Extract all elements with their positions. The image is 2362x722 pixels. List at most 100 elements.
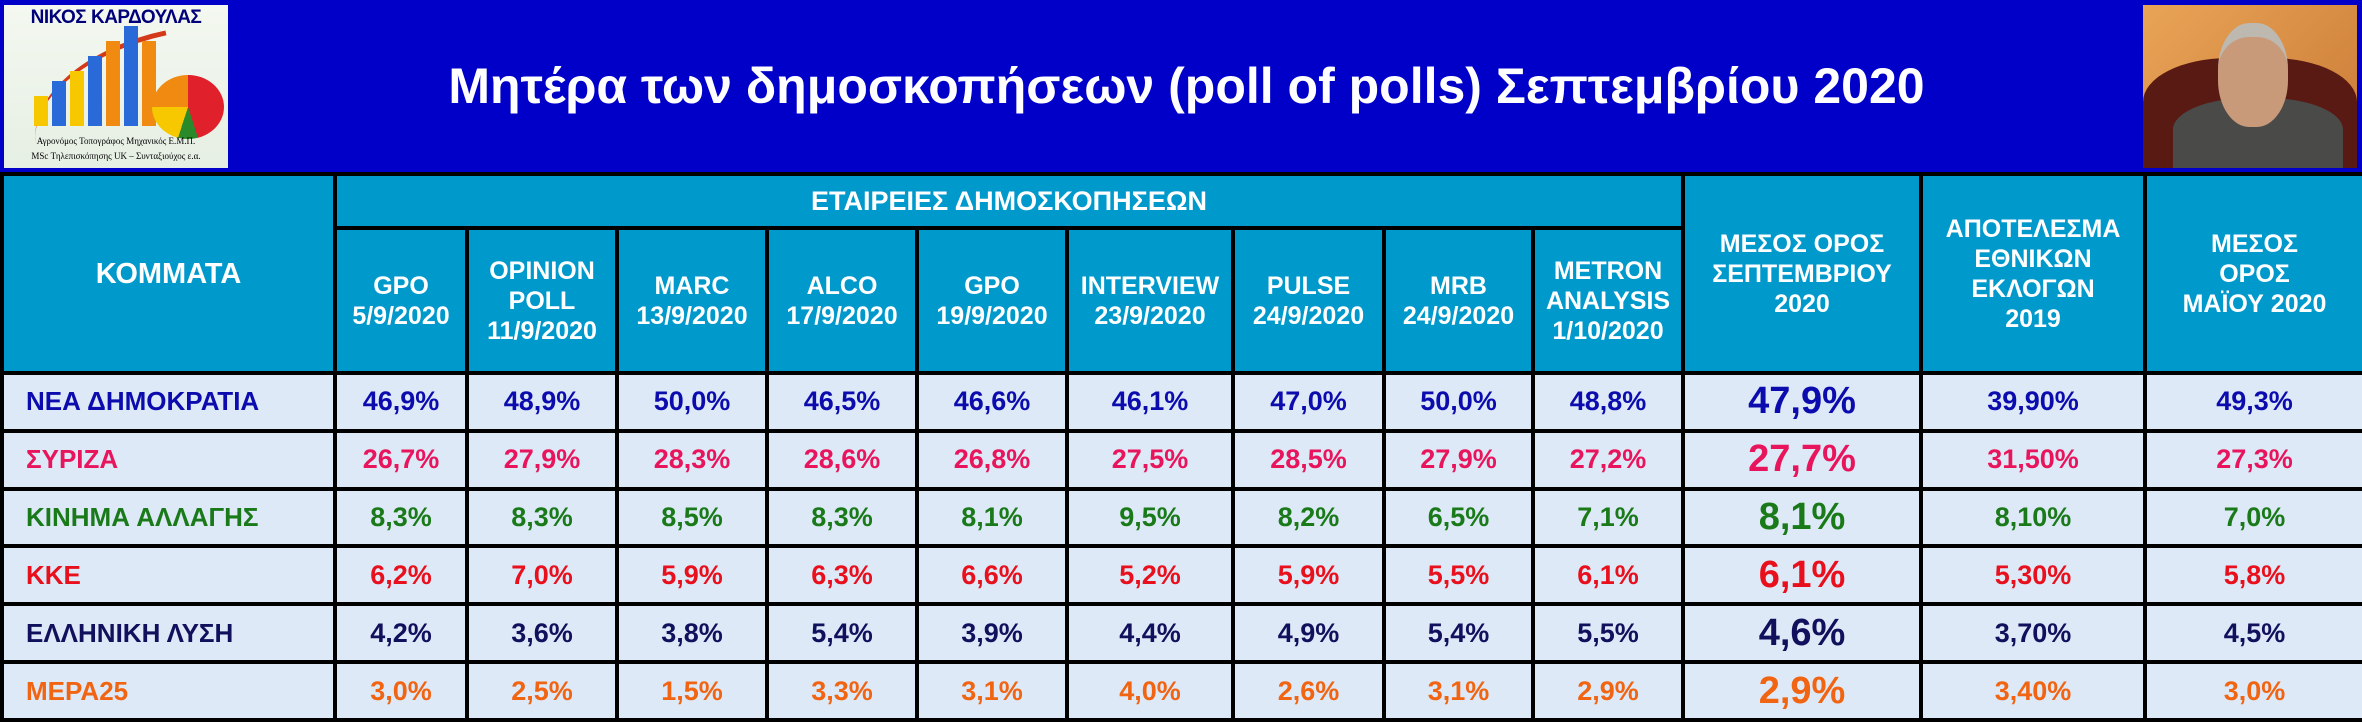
poll-column-header: MRB 24/9/2020 bbox=[1382, 226, 1535, 375]
poll-value: 48,8% bbox=[1530, 371, 1686, 433]
pollster-name: MRB bbox=[1430, 271, 1487, 300]
election-2019-result: 8,10% bbox=[1919, 486, 2148, 549]
poll-value: 4,4% bbox=[1065, 602, 1235, 665]
poll-date: 5/9/2020 bbox=[352, 301, 450, 330]
pollster-name: MARC bbox=[654, 271, 730, 300]
poll-value: 2,6% bbox=[1231, 660, 1386, 722]
table-row: ΕΛΛΗΝΙΚΗ ΛΥΣΗ 4,2% 3,6% 3,8% 5,4% 3,9% 4,4% 4,9… bbox=[0, 602, 2362, 665]
poll-value: 5,9% bbox=[615, 544, 769, 607]
logo-bar-icon bbox=[88, 56, 102, 126]
logo-name: ΝΙΚΟΣ ΚΑΡΔΟΥΛΑΣ bbox=[30, 7, 202, 28]
may-average: 49,3% bbox=[2143, 371, 2362, 433]
party-column-header: ΚΟΜΜΑΤΑ bbox=[0, 172, 337, 375]
poll-value: 28,3% bbox=[615, 428, 769, 491]
party-name: ΕΛΛΗΝΙΚΗ ΛΥΣΗ bbox=[0, 602, 337, 665]
poll-value: 5,4% bbox=[1382, 602, 1535, 665]
poll-value: 8,3% bbox=[333, 486, 469, 549]
may-average-header: ΜΕΣΟΣ ΟΡΟΣ ΜΑΪΟΥ 2020 bbox=[2143, 172, 2362, 375]
logo-pie-icon bbox=[152, 75, 224, 139]
may-average: 3,0% bbox=[2143, 660, 2362, 722]
september-average: 47,9% bbox=[1681, 371, 1924, 433]
pollster-name: GPO bbox=[964, 271, 1020, 300]
poll-value: 26,7% bbox=[333, 428, 469, 491]
logo-bar-icon bbox=[34, 96, 48, 126]
poll-column-header: GPO 5/9/2020 bbox=[333, 226, 469, 375]
pollster-name: PULSE bbox=[1266, 271, 1351, 300]
poll-value: 5,4% bbox=[765, 602, 919, 665]
poll-value: 3,8% bbox=[615, 602, 769, 665]
may-average: 7,0% bbox=[2143, 486, 2362, 549]
table-row: ΚΙΝΗΜΑ ΑΛΛΑΓΗΣ 8,3% 8,3% 8,5% 8,3% 8,1% 9,5% 8,… bbox=[0, 486, 2362, 549]
logo-bar-icon bbox=[124, 26, 138, 126]
table-row: ΝΕΑ ΔΗΜΟΚΡΑΤΙΑ 46,9% 48,9% 50,0% 46,5% 46,6% 4… bbox=[0, 371, 2362, 433]
pollster-name: ALCO bbox=[806, 271, 878, 300]
party-name: ΚΚΕ bbox=[0, 544, 337, 607]
poll-value: 26,8% bbox=[915, 428, 1069, 491]
poll-value: 8,1% bbox=[915, 486, 1069, 549]
logo-subtitle: Αγρονόμος Τοπογράφος Μηχανικός Ε.Μ.Π. bbox=[36, 136, 196, 146]
poll-date: 1/10/2020 bbox=[1552, 316, 1664, 345]
poll-value: 6,1% bbox=[1530, 544, 1686, 607]
poll-date: 24/9/2020 bbox=[1252, 301, 1365, 330]
september-average: 6,1% bbox=[1681, 544, 1924, 607]
poll-column-header: METRON ANALYSIS 1/10/2020 bbox=[1530, 226, 1686, 375]
election-2019-result: 3,40% bbox=[1919, 660, 2148, 722]
poll-date: 19/9/2020 bbox=[936, 301, 1048, 330]
poll-value: 6,2% bbox=[333, 544, 469, 607]
poll-value: 1,5% bbox=[615, 660, 769, 722]
september-average: 27,7% bbox=[1681, 428, 1924, 491]
poll-value: 5,5% bbox=[1382, 544, 1535, 607]
poll-value: 3,1% bbox=[1382, 660, 1535, 722]
september-average-header: ΜΕΣΟΣ ΟΡΟΣ ΣΕΠΤΕΜΒΡΙΟΥ 2020 bbox=[1681, 172, 1924, 375]
party-name: ΝΕΑ ΔΗΜΟΚΡΑΤΙΑ bbox=[0, 371, 337, 433]
poll-value: 6,3% bbox=[765, 544, 919, 607]
poll-value: 4,0% bbox=[1065, 660, 1235, 722]
poll-value: 50,0% bbox=[1382, 371, 1535, 433]
title-banner: ΝΙΚΟΣ ΚΑΡΔΟΥΛΑΣ Αγρονόμος Τοπογράφος Μηχ… bbox=[0, 0, 2362, 172]
election-2019-result: 5,30% bbox=[1919, 544, 2148, 607]
poll-value: 27,2% bbox=[1530, 428, 1686, 491]
poll-value: 46,9% bbox=[333, 371, 469, 433]
poll-value: 5,5% bbox=[1530, 602, 1686, 665]
poll-value: 8,3% bbox=[465, 486, 619, 549]
may-average: 27,3% bbox=[2143, 428, 2362, 491]
may-average: 5,8% bbox=[2143, 544, 2362, 607]
election-2019-result: 39,90% bbox=[1919, 371, 2148, 433]
logo-subtitle: MSc Τηλεπισκόπησης UK – Συνταξιούχος ε.α… bbox=[31, 151, 201, 161]
poll-column-header: INTERVIEW 23/9/2020 bbox=[1065, 226, 1235, 375]
poll-value: 7,0% bbox=[465, 544, 619, 607]
election-2019-result: 31,50% bbox=[1919, 428, 2148, 491]
poll-value: 6,5% bbox=[1382, 486, 1535, 549]
pollster-name: INTERVIEW bbox=[1080, 271, 1220, 300]
poll-value: 3,6% bbox=[465, 602, 619, 665]
page-title: Μητέρα των δημοσκοπήσεων (poll of polls)… bbox=[448, 58, 1925, 114]
poll-value: 50,0% bbox=[615, 371, 769, 433]
poll-column-header: ALCO 17/9/2020 bbox=[765, 226, 919, 375]
poll-value: 3,9% bbox=[915, 602, 1069, 665]
poll-value: 2,5% bbox=[465, 660, 619, 722]
poll-value: 8,5% bbox=[615, 486, 769, 549]
pollster-name: GPO bbox=[373, 271, 429, 300]
poll-value: 3,3% bbox=[765, 660, 919, 722]
party-name: ΚΙΝΗΜΑ ΑΛΛΑΓΗΣ bbox=[0, 486, 337, 549]
poll-value: 46,6% bbox=[915, 371, 1069, 433]
poll-value: 7,1% bbox=[1530, 486, 1686, 549]
september-average: 8,1% bbox=[1681, 486, 1924, 549]
poll-value: 5,2% bbox=[1065, 544, 1235, 607]
poll-value: 3,0% bbox=[333, 660, 469, 722]
poll-value: 2,9% bbox=[1530, 660, 1686, 722]
logo: ΝΙΚΟΣ ΚΑΡΔΟΥΛΑΣ Αγρονόμος Τοπογράφος Μηχ… bbox=[4, 5, 228, 168]
poll-value: 27,9% bbox=[465, 428, 619, 491]
september-average: 4,6% bbox=[1681, 602, 1924, 665]
poll-value: 28,6% bbox=[765, 428, 919, 491]
poll-value: 46,1% bbox=[1065, 371, 1235, 433]
party-name: ΣΥΡΙΖΑ bbox=[0, 428, 337, 491]
table-row: ΣΥΡΙΖΑ 26,7% 27,9% 28,3% 28,6% 26,8% 27,5% 28,5… bbox=[0, 428, 2362, 491]
poll-date: 23/9/2020 bbox=[1094, 301, 1206, 330]
poll-value: 8,3% bbox=[765, 486, 919, 549]
poll-value: 27,5% bbox=[1065, 428, 1235, 491]
poll-value: 4,2% bbox=[333, 602, 469, 665]
pollster-name: METRON ANALYSIS bbox=[1545, 256, 1671, 315]
poll-column-header: GPO 19/9/2020 bbox=[915, 226, 1069, 375]
poll-value: 47,0% bbox=[1231, 371, 1386, 433]
